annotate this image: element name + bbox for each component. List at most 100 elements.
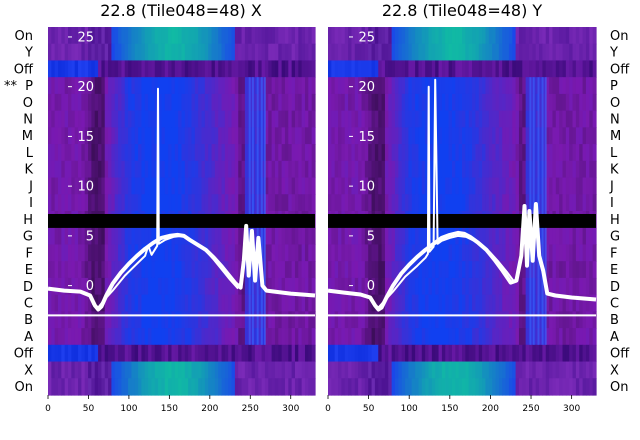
heat-cell [194, 93, 199, 112]
heat-cell [261, 177, 266, 195]
heat-cell [482, 77, 487, 95]
heat-cell [264, 93, 269, 112]
heat-cell [351, 127, 356, 145]
heat-cell [512, 328, 517, 346]
heat-cell [421, 261, 426, 279]
heat-cell [144, 328, 149, 346]
heat-cell [54, 378, 59, 396]
heat-cell [158, 328, 163, 346]
heat-cell [488, 328, 493, 346]
heat-cell [425, 261, 430, 279]
heat-cell [218, 227, 223, 246]
heat-cell [224, 244, 229, 262]
heat-cell [131, 328, 136, 346]
heat-cell [364, 27, 369, 45]
heat-cell [572, 244, 577, 262]
heat-cell [71, 93, 76, 112]
heat-cell [78, 43, 82, 62]
heat-cell [171, 244, 176, 262]
heat-cell [562, 194, 567, 212]
heat-cell [291, 60, 296, 78]
heat-cell [168, 110, 173, 128]
heat-cell [84, 311, 89, 329]
heat-cell [361, 43, 366, 62]
heat-cell [201, 160, 206, 179]
heat-cell [438, 177, 443, 195]
heat-cell [579, 93, 584, 112]
heat-cell [381, 261, 386, 279]
heat-cell [388, 311, 393, 329]
heat-cell [251, 27, 256, 45]
heat-cell [271, 294, 276, 312]
heat-cell [552, 261, 557, 279]
heat-cell [68, 344, 72, 363]
heat-cell [171, 261, 176, 279]
heat-cell [358, 311, 363, 329]
heat-cell [74, 160, 79, 179]
streak [248, 77, 251, 345]
heat-cell [274, 344, 279, 363]
heat-cell [512, 378, 517, 396]
heat-cell [589, 27, 594, 45]
heat-cell [381, 344, 386, 363]
heat-cell [74, 261, 79, 279]
heat-cell [221, 144, 226, 162]
heat-cell [465, 311, 470, 329]
heat-cell [552, 194, 557, 212]
heat-cell [221, 27, 226, 45]
heat-cell [482, 110, 487, 128]
heat-cell [101, 160, 106, 179]
heat-cell [441, 144, 446, 162]
heat-cell [154, 77, 159, 95]
heat-cell [121, 227, 126, 246]
heat-cell [498, 160, 503, 179]
heat-cell [411, 311, 416, 329]
heat-cell [191, 378, 196, 396]
heat-cell [234, 328, 239, 346]
heat-cell [71, 177, 76, 195]
heat-cell [478, 43, 483, 62]
heat-cell [188, 77, 193, 95]
heat-cell [184, 144, 189, 162]
heat-cell [88, 294, 92, 312]
heat-cell [244, 344, 249, 363]
row-label: N [610, 113, 620, 128]
heat-cell [231, 344, 236, 363]
heat-cell [401, 43, 406, 62]
heat-cell [545, 344, 550, 363]
heat-cell [94, 227, 99, 246]
heat-cell [154, 244, 159, 262]
heat-cell [405, 227, 409, 246]
x-tick-label: 200 [201, 404, 218, 414]
heat-cell [482, 194, 487, 212]
heat-cell [204, 227, 209, 246]
heat-cell [294, 60, 299, 78]
row-label: X [610, 363, 619, 378]
heat-cell [121, 344, 126, 363]
heat-cell [234, 311, 239, 329]
heat-cell [562, 127, 567, 145]
heat-cell [334, 160, 339, 179]
heat-cell [264, 361, 269, 379]
heat-cell [338, 261, 342, 279]
heat-cell [234, 361, 239, 379]
heat-cell [549, 43, 554, 62]
heat-cell [171, 93, 176, 112]
heat-cell [358, 77, 363, 95]
heat-cell [291, 344, 296, 363]
heat-cell [378, 93, 383, 112]
heat-cell [354, 261, 359, 279]
heat-cell [114, 43, 119, 62]
heat-cell [462, 144, 466, 162]
heat-cell [428, 60, 433, 78]
heat-cell [441, 127, 446, 145]
heat-cell [238, 43, 243, 62]
heat-cell [539, 110, 543, 128]
heat-cell [171, 77, 176, 95]
heat-cell [455, 328, 460, 346]
heat-cell [378, 160, 383, 179]
heat-cell [164, 127, 169, 145]
heat-cell [592, 177, 597, 195]
heat-cell [421, 194, 426, 212]
heat-cell [539, 311, 543, 329]
